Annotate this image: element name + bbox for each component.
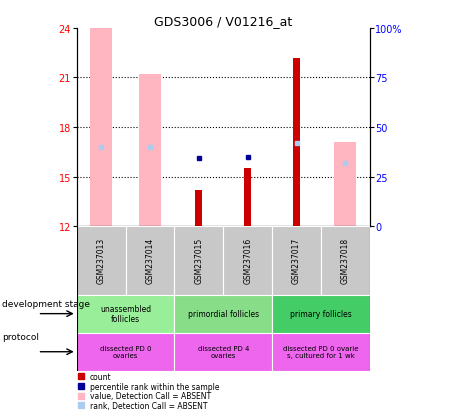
Bar [293, 59, 300, 226]
Text: development stage: development stage [2, 299, 90, 308]
Text: dissected PD 0 ovarie
s, cultured for 1 wk: dissected PD 0 ovarie s, cultured for 1 … [283, 345, 359, 358]
Bar [175, 333, 272, 371]
Bar [195, 190, 202, 226]
Text: dissected PD 0
ovaries: dissected PD 0 ovaries [100, 345, 151, 358]
Text: dissected PD 4
ovaries: dissected PD 4 ovaries [198, 345, 249, 358]
Text: GSM237016: GSM237016 [243, 237, 252, 284]
Text: percentile rank within the sample: percentile rank within the sample [90, 382, 219, 391]
Bar [334, 142, 356, 226]
Text: GSM237015: GSM237015 [194, 237, 203, 284]
Bar [125, 226, 175, 295]
Text: GSM237014: GSM237014 [146, 237, 154, 284]
Bar [223, 226, 272, 295]
Text: GSM237018: GSM237018 [341, 237, 350, 284]
Text: count: count [90, 372, 111, 381]
Bar [244, 169, 251, 226]
Bar [272, 226, 321, 295]
Text: unassembled
follicles: unassembled follicles [100, 304, 151, 323]
Title: GDS3006 / V01216_at: GDS3006 / V01216_at [154, 15, 292, 28]
Text: primary follicles: primary follicles [290, 309, 352, 318]
Text: protocol: protocol [2, 332, 39, 341]
Bar [272, 295, 370, 333]
Text: GSM237017: GSM237017 [292, 237, 301, 284]
Bar [139, 75, 161, 226]
Bar [77, 333, 175, 371]
Bar [321, 226, 370, 295]
Bar [175, 295, 272, 333]
Bar [272, 333, 370, 371]
Bar [77, 226, 125, 295]
Bar [175, 226, 223, 295]
Bar [90, 29, 112, 226]
Bar [77, 295, 175, 333]
Text: rank, Detection Call = ABSENT: rank, Detection Call = ABSENT [90, 401, 207, 410]
Text: primordial follicles: primordial follicles [188, 309, 259, 318]
Text: value, Detection Call = ABSENT: value, Detection Call = ABSENT [90, 391, 211, 400]
Text: GSM237013: GSM237013 [97, 237, 106, 284]
